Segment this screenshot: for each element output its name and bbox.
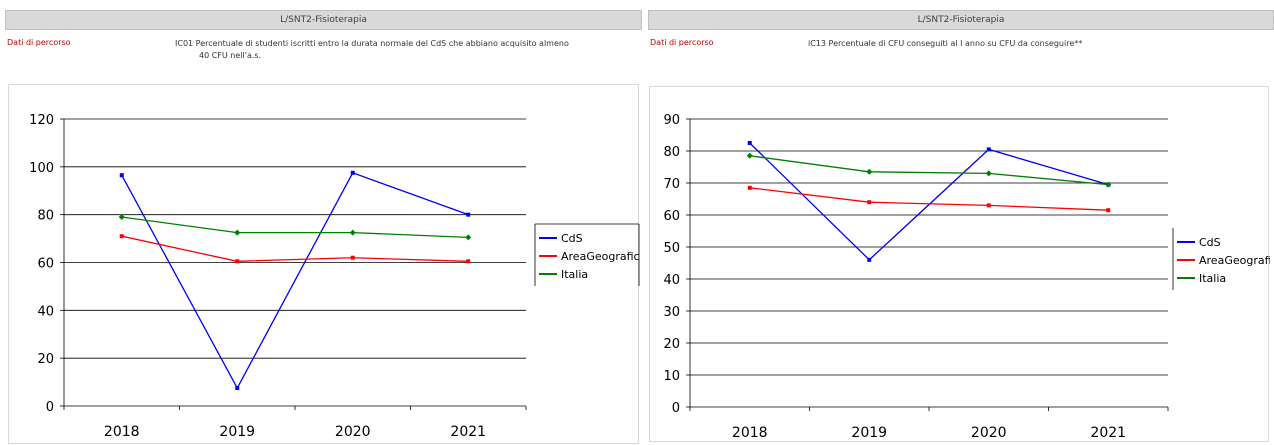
data-point: [350, 255, 355, 260]
data-point: [867, 200, 872, 205]
data-point: [235, 259, 240, 264]
data-point: [986, 147, 991, 152]
data-point: [986, 203, 991, 208]
data-point: [349, 229, 356, 236]
series-line-italia: [749, 155, 1109, 186]
indicator-title: IC01 Percentuale di studenti iscritti en…: [175, 38, 635, 62]
data-point: [747, 185, 752, 190]
series-line-cds: [749, 142, 1109, 261]
x-tick-label: 2019: [219, 424, 255, 440]
y-tick-label: 10: [663, 369, 680, 384]
data-point: [746, 152, 753, 159]
x-tick-label: 2018: [104, 424, 140, 440]
chart-area: 0 20 40 60 80 100 120 2018 2019 2020 2021 CdS AreaGe…: [8, 84, 640, 444]
y-tick-label: 80: [663, 145, 680, 160]
ic13-line-chart: 0 10 20 30 40 50 60 70 80 90 2018 2019 2020 2021 CdS Ar…: [663, 113, 1270, 441]
panel-header: L/SNT2-Fisioterapia: [5, 10, 642, 30]
y-tick-label: 20: [37, 352, 54, 367]
indicator-title-line1: IC01 Percentuale di studenti iscritti en…: [175, 39, 569, 48]
data-point: [866, 168, 873, 175]
y-tick-label: 30: [663, 305, 680, 320]
y-tick-label: 40: [663, 273, 680, 288]
y-tick-label: 100: [29, 161, 54, 176]
y-tick-label: 0: [46, 400, 54, 415]
data-point: [1105, 181, 1112, 188]
path-label: Dati di percorso: [7, 38, 71, 47]
series-line-italia: [121, 216, 469, 239]
y-tick-label: 120: [29, 113, 54, 128]
series-line-cds: [121, 172, 469, 390]
legend-label: AreaGeografica: [561, 250, 640, 263]
data-point: [466, 259, 471, 264]
data-point: [466, 212, 471, 217]
legend-label: AreaGeografica: [1199, 254, 1270, 267]
data-point: [867, 257, 872, 262]
data-point: [465, 234, 472, 241]
data-point: [985, 170, 992, 177]
x-tick-label: 2020: [335, 424, 371, 440]
left-panel: L/SNT2-Fisioterapia Dati di percorso IC0…: [5, 10, 642, 444]
x-tick-label: 2020: [971, 425, 1007, 441]
panel-header: L/SNT2-Fisioterapia: [648, 10, 1274, 30]
data-point: [234, 229, 241, 236]
y-tick-label: 80: [37, 209, 54, 224]
y-tick-label: 90: [663, 113, 680, 128]
legend-label: CdS: [561, 232, 583, 245]
x-tick-label: 2018: [732, 425, 768, 441]
legend-label: Italia: [561, 268, 588, 281]
x-tick-label: 2021: [1090, 425, 1126, 441]
data-point: [747, 141, 752, 145]
data-point: [235, 386, 240, 391]
data-point: [118, 214, 125, 221]
path-label: Dati di percorso: [650, 38, 714, 47]
right-panel: L/SNT2-Fisioterapia Dati di percorso iC1…: [648, 10, 1274, 442]
y-tick-label: 70: [663, 177, 680, 192]
y-tick-label: 0: [672, 401, 680, 416]
indicator-title: iC13 Percentuale di CFU conseguiti al I …: [808, 38, 1228, 50]
y-tick-label: 60: [663, 209, 680, 224]
ic01-line-chart: 0 20 40 60 80 100 120 2018 2019 2020 2021 CdS AreaGe…: [29, 113, 640, 440]
data-point: [350, 170, 355, 175]
data-point: [119, 234, 124, 239]
y-tick-label: 50: [663, 241, 680, 256]
data-point: [1106, 208, 1111, 213]
legend-label: Italia: [1199, 272, 1226, 285]
y-tick-label: 60: [37, 257, 54, 272]
indicator-title-line1: iC13 Percentuale di CFU conseguiti al I …: [808, 39, 1083, 48]
chart-area: 0 10 20 30 40 50 60 70 80 90 2018 2019 2020 2021 CdS Ar…: [649, 86, 1270, 442]
series-line-areageografica: [121, 235, 469, 262]
y-tick-label: 20: [663, 337, 680, 352]
x-tick-label: 2019: [851, 425, 887, 441]
y-tick-label: 40: [37, 304, 54, 319]
legend-label: CdS: [1199, 236, 1221, 249]
x-tick-label: 2021: [450, 424, 486, 440]
series-line-areageografica: [749, 187, 1109, 211]
data-point: [119, 173, 124, 178]
indicator-title-line2: 40 CFU nell'a.s.: [199, 51, 262, 60]
